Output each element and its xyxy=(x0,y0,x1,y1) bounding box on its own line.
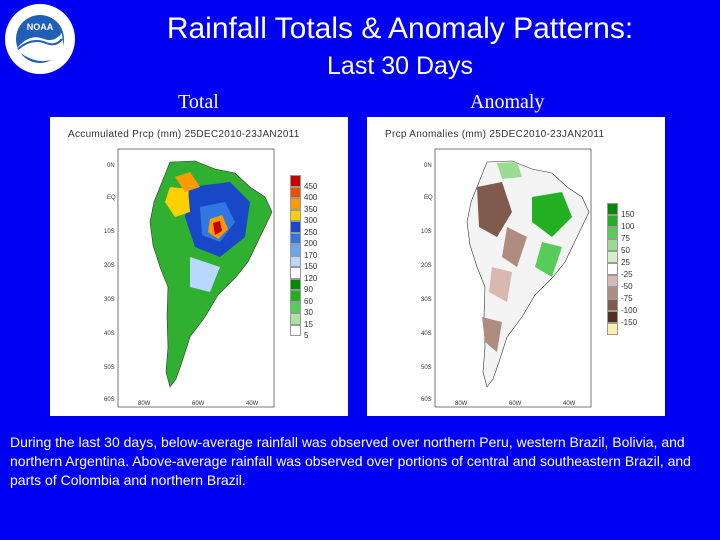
legend-swatch xyxy=(290,278,301,290)
legend-label: -50 xyxy=(621,282,633,291)
anomaly-lon-tick: 40W xyxy=(563,401,576,407)
anomaly-label: Anomaly xyxy=(470,91,545,113)
legend-label: 50 xyxy=(621,246,630,255)
legend-label: 5 xyxy=(304,331,309,340)
total-lon-tick: 60W xyxy=(192,401,205,407)
legend-swatch xyxy=(607,299,618,311)
legend-label: -75 xyxy=(621,294,633,303)
legend-swatch xyxy=(607,275,618,287)
legend-label: 15 xyxy=(304,319,313,329)
total-lat-tick: 10S xyxy=(104,229,115,235)
legend-swatch xyxy=(607,251,618,263)
legend-label: 150 xyxy=(621,210,635,219)
legend-swatch xyxy=(290,301,301,313)
legend-swatch xyxy=(290,209,301,221)
anomaly-lon-tick: 80W xyxy=(455,401,468,407)
anomaly-lat-tick: 30S xyxy=(421,297,432,303)
legend-label: 200 xyxy=(304,239,318,248)
legend-label: 90 xyxy=(304,285,313,294)
legend-swatch xyxy=(607,203,618,215)
legend-label: 75 xyxy=(621,234,630,243)
legend-swatch xyxy=(290,255,301,267)
total-map: Accumulated Prcp (mm) 25DEC2010-23JAN201… xyxy=(50,117,348,416)
legend-label: 60 xyxy=(304,296,313,306)
legend-label: 400 xyxy=(304,193,318,202)
legend-swatch xyxy=(607,263,618,275)
legend-label: 170 xyxy=(304,250,318,260)
page-title: Rainfall Totals & Anomaly Patterns: xyxy=(166,12,634,45)
page-subtitle: Last 30 Days xyxy=(327,52,473,80)
legend-swatch xyxy=(290,244,301,256)
anomaly-lat-tick: 10S xyxy=(421,229,432,235)
legend-swatch xyxy=(290,221,301,233)
anomaly-lat-tick: 60S xyxy=(421,397,432,403)
anomaly-map: Prcp Anomalies (mm) 25DEC2010-23JAN2011 … xyxy=(367,117,665,416)
anomaly-lon-tick: 60W xyxy=(509,401,522,407)
legend-swatch xyxy=(607,323,618,335)
legend-swatch xyxy=(607,311,618,323)
anomaly-lat-tick: 50S xyxy=(421,365,432,371)
legend-label: -100 xyxy=(621,306,638,315)
legend-label: -150 xyxy=(621,318,638,327)
legend-swatch xyxy=(290,186,301,198)
anomaly-lat-tick: EQ xyxy=(424,195,433,201)
legend-swatch xyxy=(290,232,301,244)
anomaly-lat-tick: 20S xyxy=(421,263,432,269)
legend-label: -25 xyxy=(621,270,633,279)
legend-label: 30 xyxy=(304,308,313,317)
legend-swatch xyxy=(290,267,301,279)
legend-swatch xyxy=(290,324,301,336)
legend-swatch xyxy=(290,313,301,325)
total-lat-tick: EQ xyxy=(107,195,116,201)
total-map-graphic xyxy=(117,148,275,408)
description-text: During the last 30 days, below-average r… xyxy=(10,434,691,488)
total-lat-tick: 40S xyxy=(104,331,115,337)
legend-label: 120 xyxy=(304,273,318,283)
total-lat-tick: 30S xyxy=(104,297,115,303)
svg-text:NOAA: NOAA xyxy=(27,22,54,32)
legend-swatch xyxy=(607,239,618,251)
legend-label: 100 xyxy=(621,222,635,231)
legend-label: 25 xyxy=(621,258,630,267)
anomaly-lat-tick: 0N xyxy=(424,163,432,169)
legend-label: 350 xyxy=(304,204,318,214)
anomaly-map-title: Prcp Anomalies (mm) 25DEC2010-23JAN2011 xyxy=(385,129,605,140)
total-label: Total xyxy=(178,91,219,113)
legend-swatch xyxy=(607,287,618,299)
total-map-title: Accumulated Prcp (mm) 25DEC2010-23JAN201… xyxy=(68,129,300,140)
anomaly-map-graphic xyxy=(434,148,592,408)
total-lat-tick: 20S xyxy=(104,263,115,269)
legend-label: 300 xyxy=(304,216,318,225)
legend-swatch xyxy=(290,290,301,302)
total-lat-tick: 50S xyxy=(104,365,115,371)
noaa-logo: NOAA xyxy=(5,4,75,74)
legend-label: 450 xyxy=(304,181,318,191)
total-lon-tick: 80W xyxy=(138,401,151,407)
legend-swatch xyxy=(607,215,618,227)
legend-swatch xyxy=(607,227,618,239)
total-lat-tick: 60S xyxy=(104,397,115,403)
total-lon-tick: 40W xyxy=(246,401,259,407)
legend-swatch xyxy=(290,175,301,187)
legend-label: 150 xyxy=(304,262,318,271)
legend-label: 250 xyxy=(304,227,318,237)
anomaly-lat-tick: 40S xyxy=(421,331,432,337)
total-lat-tick: 0N xyxy=(107,163,115,169)
legend-swatch xyxy=(290,198,301,210)
